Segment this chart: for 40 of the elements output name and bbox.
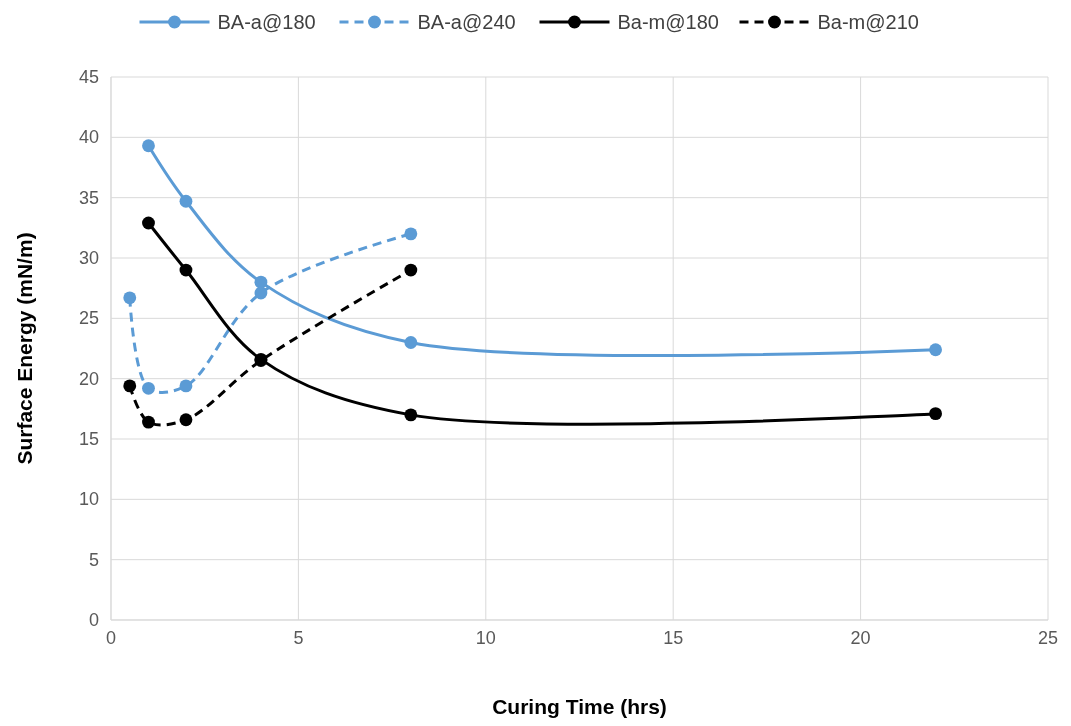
x-tick-label: 0 (105, 628, 117, 648)
y-tick-label: 35 (78, 187, 99, 208)
point (123, 291, 137, 305)
legend-label: BA-a@240 (417, 11, 516, 33)
x-tick-label: 10 (475, 628, 496, 648)
point (142, 216, 155, 230)
point (254, 275, 268, 289)
point (179, 263, 193, 277)
y-tick-label: 45 (78, 67, 99, 87)
y-tick-label: 30 (78, 248, 99, 268)
y-axis-title: Surface Energy (mN/m) (13, 232, 36, 465)
point (179, 194, 193, 208)
y-tick-label: 10 (78, 489, 99, 510)
legend-label: Ba-m@180 (617, 11, 719, 33)
point (179, 413, 193, 427)
y-tick-label: 20 (78, 368, 99, 389)
point (929, 343, 942, 357)
y-tick-label: 5 (88, 549, 99, 570)
legend-label: BA-a@180 (217, 11, 316, 33)
point (142, 139, 155, 153)
point (404, 263, 418, 277)
point (142, 381, 155, 395)
x-tick-label: 5 (293, 628, 304, 648)
legend-label: Ba-m@210 (817, 11, 919, 33)
x-tick-label: 15 (663, 628, 684, 648)
x-tick-label: 25 (1037, 628, 1059, 648)
y-tick-label: 25 (78, 308, 99, 329)
point (254, 286, 268, 300)
point (929, 407, 942, 421)
y-tick-label: 0 (88, 610, 99, 630)
y-tick-label: 15 (78, 429, 99, 449)
x-tick-label: 20 (850, 628, 871, 648)
point (179, 379, 193, 393)
point (404, 227, 418, 241)
point (123, 379, 137, 393)
point (142, 415, 155, 429)
point (404, 336, 418, 349)
point (404, 408, 418, 422)
y-tick-label: 40 (78, 127, 99, 148)
x-axis-title: Curing Time (hrs) (492, 695, 667, 718)
